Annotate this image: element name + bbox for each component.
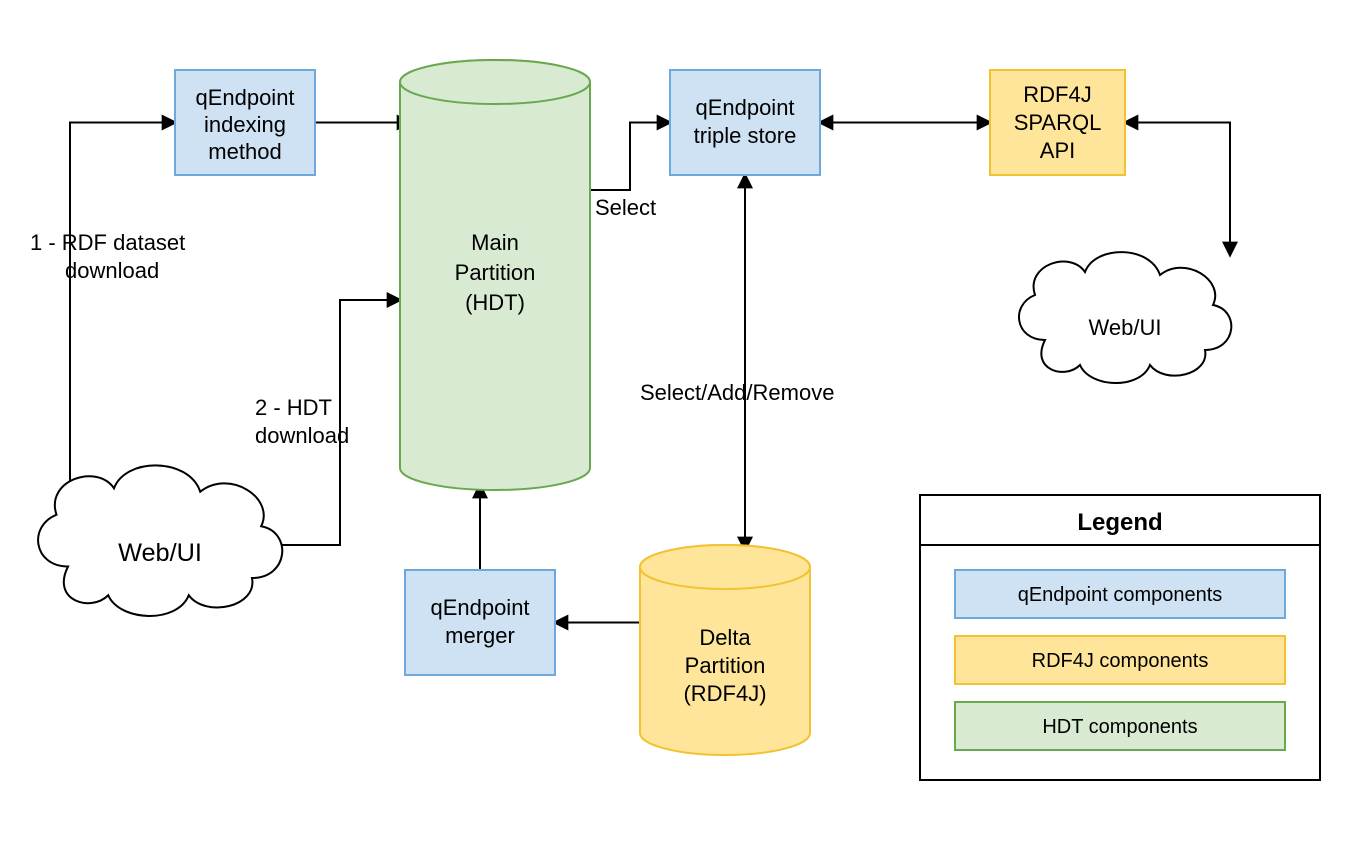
svg-text:Partition: Partition (685, 653, 766, 678)
svg-text:API: API (1040, 138, 1075, 163)
label-select: Select (595, 195, 656, 220)
svg-text:qEndpoint: qEndpoint (430, 595, 529, 620)
legend-item-label: RDF4J components (1032, 650, 1209, 672)
legend-item: RDF4J components (955, 636, 1285, 684)
legend-item: qEndpoint components (955, 570, 1285, 618)
legend: Legend qEndpoint components RDF4J componen… (920, 495, 1320, 780)
label-select-add-remove: Select/Add/Remove (640, 380, 834, 405)
node-cloud-left: Web/UI (38, 465, 282, 616)
node-merger: qEndpoint merger (405, 570, 555, 675)
svg-text:merger: merger (445, 623, 515, 648)
edge-main-to-triplestore (590, 123, 670, 191)
edge-sparql-web (1125, 123, 1230, 256)
label-rdf-download: 1 - RDF dataset (30, 230, 185, 255)
node-triple-store: qEndpoint triple store (670, 70, 820, 175)
svg-text:qEndpoint: qEndpoint (695, 95, 794, 120)
svg-text:SPARQL: SPARQL (1014, 110, 1102, 135)
legend-item-label: qEndpoint components (1018, 584, 1223, 606)
node-indexing: qEndpointindexingmethod (175, 70, 315, 175)
svg-text:Web/UI: Web/UI (1089, 315, 1162, 340)
node-main-partition: Main Partition (HDT) (400, 60, 590, 490)
label-hdt-download2: download (255, 423, 349, 448)
edge-web-to-indexing (70, 123, 175, 501)
svg-text:qEndpoint: qEndpoint (195, 85, 294, 110)
svg-text:method: method (208, 139, 281, 164)
svg-text:Delta: Delta (699, 625, 751, 650)
legend-item: HDT components (955, 702, 1285, 750)
node-cloud-right: Web/UI (1019, 252, 1231, 383)
legend-title: Legend (1077, 509, 1162, 536)
node-sparql-api: RDF4J SPARQL API (990, 70, 1125, 175)
svg-text:Web/UI: Web/UI (118, 539, 202, 567)
svg-text:Partition: Partition (455, 260, 536, 285)
node-delta-partition: Delta Partition (RDF4J) (640, 545, 810, 755)
svg-text:(RDF4J): (RDF4J) (683, 681, 766, 706)
legend-item-label: HDT components (1042, 716, 1197, 738)
label-rdf-download2: download (65, 258, 159, 283)
svg-text:RDF4J: RDF4J (1023, 82, 1091, 107)
svg-text:triple store: triple store (694, 123, 797, 148)
svg-text:Main: Main (471, 230, 519, 255)
svg-text:(HDT): (HDT) (465, 290, 525, 315)
label-hdt-download: 2 - HDT (255, 395, 332, 420)
svg-text:indexing: indexing (204, 112, 286, 137)
